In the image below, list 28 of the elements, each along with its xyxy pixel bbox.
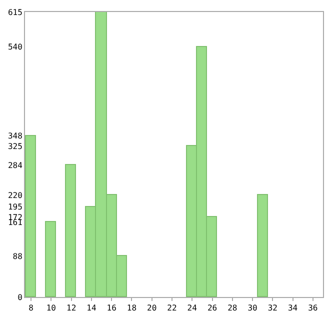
x-tick-label: 20: [147, 304, 157, 313]
x-tick-label: 8: [28, 304, 34, 313]
x-tick-label: 28: [228, 304, 238, 313]
x-tick-label: 16: [106, 304, 117, 313]
y-tick-label: 325: [8, 142, 23, 152]
x-tick-label: 30: [248, 304, 258, 313]
x-tick-label: 22: [167, 304, 177, 313]
y-tick-label: 88: [12, 252, 23, 262]
x-tick-label: 26: [207, 304, 218, 313]
y-tick-label: 348: [8, 132, 23, 141]
x-tick-label: 12: [66, 304, 76, 313]
bar: [65, 164, 76, 297]
x-tick-label: 14: [86, 304, 96, 313]
x-tick-label: 34: [288, 304, 298, 313]
bar: [257, 194, 268, 297]
y-tick-label: 615: [8, 8, 23, 17]
y-tick-label: 284: [8, 161, 23, 170]
bar: [25, 135, 36, 297]
x-tick-label: 18: [126, 304, 137, 313]
x-tick-label: 10: [46, 304, 56, 313]
x-tick-label: 32: [268, 304, 278, 313]
x-tick-label: 36: [308, 304, 318, 313]
y-tick-label: 195: [8, 202, 23, 212]
y-tick-label: 220: [8, 190, 23, 200]
bar: [45, 221, 56, 297]
y-tick-label: 540: [8, 42, 23, 52]
y-tick-label: 0: [18, 292, 23, 302]
x-tick-label: 24: [187, 304, 198, 313]
